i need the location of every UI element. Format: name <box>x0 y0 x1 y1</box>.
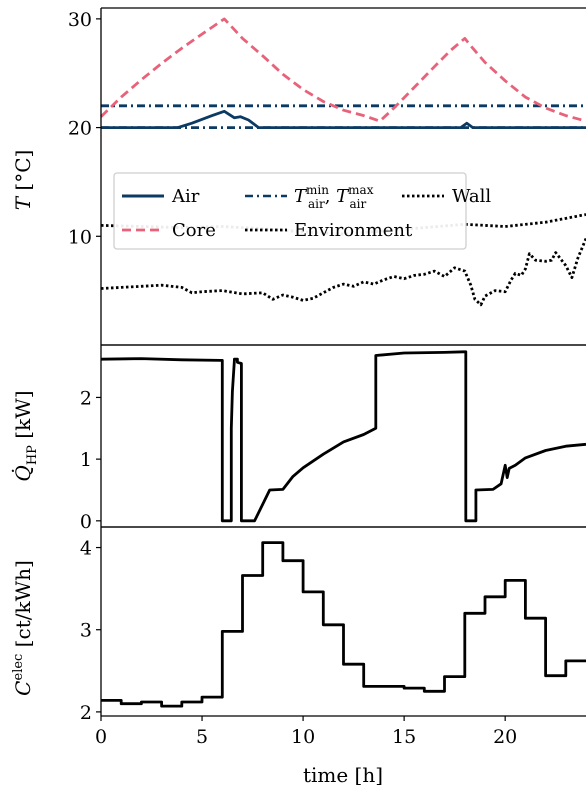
legend: Air Tmin air, Tmax air Wall Core Environme… <box>113 172 491 250</box>
y-tick-label: 20 <box>68 118 92 140</box>
x-axis-label: time [h] <box>303 763 383 787</box>
y-tick-label: 30 <box>68 9 92 31</box>
heat-pump-panel: 0 1 2 <box>80 344 586 533</box>
x-tick-label: 5 <box>196 726 208 748</box>
x-tick-label: 15 <box>392 726 416 748</box>
y-tick-label: 2 <box>80 387 92 409</box>
series-line-environment <box>100 237 586 307</box>
series-line-air <box>101 109 586 129</box>
y-tick-label: 1 <box>80 449 92 471</box>
y-tick-label: 10 <box>68 226 92 248</box>
legend-label-wall: Wall <box>452 186 491 207</box>
y-axis-label-heat-pump: Q̇HP [kW] <box>11 390 40 481</box>
legend-box <box>113 172 467 250</box>
legend-label-core: Core <box>172 220 216 241</box>
x-tick-label: 20 <box>493 726 517 748</box>
legend-label-air: Air <box>171 186 200 207</box>
series-line-q-hp <box>100 350 586 523</box>
y-tick-label: 0 <box>80 511 92 533</box>
series-line-core <box>100 17 586 123</box>
series-line-c-elec <box>101 541 586 708</box>
y-tick-label: 2 <box>80 702 92 724</box>
y-tick-label: 4 <box>80 538 92 560</box>
y-axis-label-price: Celec [ct/kWh] <box>11 560 35 696</box>
price-panel: 2 3 4 0 5 10 15 20 <box>80 526 586 748</box>
y-tick-label: 3 <box>80 620 92 642</box>
y-axis-label-temperature: T [°C] <box>11 150 35 211</box>
legend-label-environment: Environment <box>294 220 413 241</box>
x-tick-label: 10 <box>291 726 315 748</box>
x-tick-label: 0 <box>95 726 107 748</box>
legend-label-tminmax: Tmin air, Tmax air <box>294 183 374 211</box>
